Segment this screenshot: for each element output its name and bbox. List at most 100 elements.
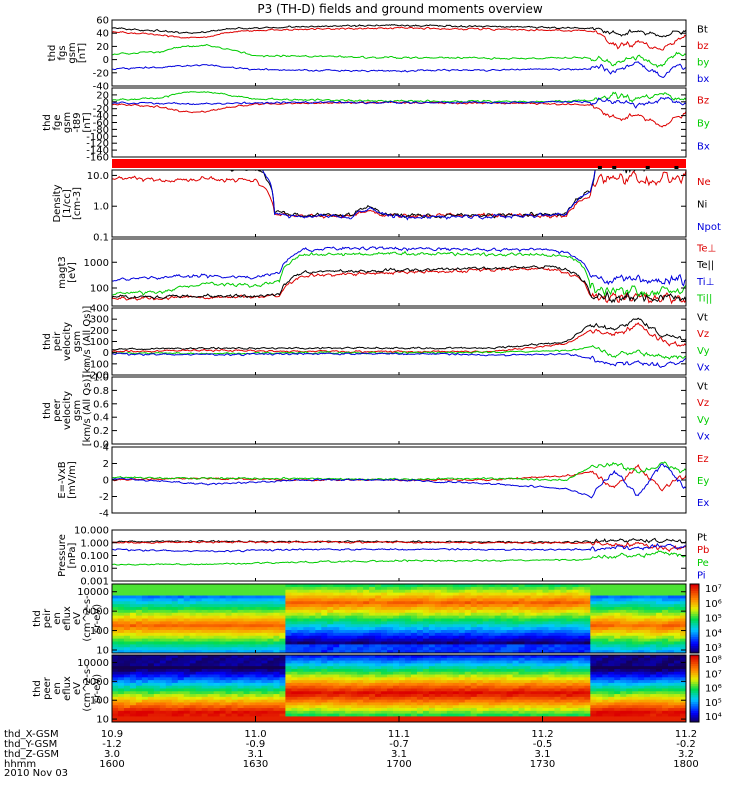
spectrogram-cell <box>500 598 508 602</box>
spectrogram-cell <box>512 660 519 664</box>
spectrogram-cell <box>662 696 669 701</box>
spectrogram-cell <box>590 677 597 681</box>
spectrogram-cell <box>566 691 573 695</box>
spectrogram-cell <box>452 598 460 602</box>
spectrogram-cell <box>375 584 382 588</box>
spectrogram-cell <box>434 708 442 712</box>
spectrogram-cell <box>201 612 209 617</box>
spectrogram-cell <box>387 680 394 684</box>
spectrogram-cell <box>578 586 585 591</box>
spectrogram-cell <box>375 601 382 605</box>
spectrogram-cell <box>357 624 364 628</box>
spectrogram-cell <box>237 632 244 637</box>
spectrogram-cell <box>285 589 292 594</box>
spectrogram-cell <box>446 660 454 664</box>
spectrogram-cell <box>177 657 185 661</box>
spectrogram-cell <box>351 630 358 634</box>
spectrogram-cell <box>578 589 585 594</box>
spectrogram-cell <box>261 586 268 591</box>
legend-vx: Vx <box>697 363 710 374</box>
spectrogram-cell <box>219 604 227 608</box>
spectrogram-cell <box>590 630 597 634</box>
spectrogram-cell <box>261 641 268 645</box>
flag-bar <box>112 159 686 168</box>
spectrogram-cell <box>381 615 388 619</box>
spectrogram-cell <box>602 612 609 617</box>
spectrogram-cell <box>638 632 645 637</box>
spectrogram-cell <box>225 615 232 619</box>
spectrogram-cell <box>177 584 185 588</box>
spectrogram-cell <box>159 671 167 675</box>
spectrogram-cell <box>255 668 262 673</box>
spectrogram-cell <box>153 710 161 715</box>
spectrogram-cell <box>345 705 352 709</box>
spectrogram-cell <box>554 621 561 625</box>
spectrogram-cell <box>387 604 394 608</box>
spectrogram-cell <box>488 584 496 588</box>
colorbar-band <box>690 611 699 615</box>
spectrogram-cell <box>123 647 131 651</box>
spectrogram-cell <box>165 584 173 588</box>
spectrogram-cell <box>638 641 645 645</box>
spectrogram-cell <box>189 624 197 628</box>
spectrogram-cell <box>339 624 346 628</box>
spectrogram-cell <box>590 685 597 689</box>
spectrogram-cell <box>626 680 633 684</box>
spectrogram-cell <box>542 601 549 605</box>
spectrogram-cell <box>183 660 191 664</box>
spectrogram-cell <box>345 598 352 602</box>
spectrogram-cell <box>608 618 615 622</box>
spectrogram-cell <box>153 719 161 723</box>
spectrogram-cell <box>584 592 591 596</box>
spectrogram-cell <box>668 650 675 654</box>
spectrogram-cell <box>363 650 370 654</box>
spectrogram-cell <box>518 708 525 712</box>
spectrogram-cell <box>231 691 238 695</box>
spectrogram-cell <box>363 694 370 698</box>
colorbar-band <box>690 663 699 667</box>
spectrogram-cell <box>632 668 639 673</box>
spectrogram-cell <box>171 598 179 602</box>
spectrogram-cell <box>141 601 149 605</box>
spectrogram-cell <box>452 650 460 654</box>
spectrogram-cell <box>267 719 274 723</box>
spectrogram-cell <box>614 595 621 599</box>
spectrogram-cell <box>255 630 262 634</box>
spectrogram-cell <box>572 589 579 594</box>
spectrogram-cell <box>135 632 143 637</box>
spectrogram-cell <box>297 702 304 706</box>
spectrogram-cell <box>189 604 197 608</box>
spectrogram-cell <box>506 713 514 717</box>
spectrogram-cell <box>141 699 149 703</box>
spectrogram-cell <box>470 666 478 670</box>
colorbar-band <box>690 677 699 681</box>
spectrogram-cell <box>399 641 406 645</box>
spectrogram-cell <box>644 595 651 599</box>
spectrogram-cell <box>249 595 256 599</box>
spectrogram-cell <box>428 666 436 670</box>
spectrogram-cell <box>560 660 567 664</box>
spectrogram-cell <box>285 719 292 723</box>
spectrogram-cell <box>243 635 250 640</box>
spectrogram-cell <box>680 674 687 678</box>
spectrogram-cell <box>267 655 274 659</box>
spectrogram-cell <box>620 663 627 667</box>
spectrogram-cell <box>494 615 502 619</box>
spectrogram-cell <box>147 584 155 588</box>
spectrogram-cell <box>518 699 525 703</box>
spectrogram-cell <box>279 647 286 651</box>
spectrogram-cell <box>530 630 537 634</box>
spectrogram-cell <box>410 635 418 640</box>
spectrogram-cell <box>141 604 149 608</box>
spectrogram-cell <box>470 612 478 617</box>
spectrogram-cell <box>285 604 292 608</box>
spectrogram-cell <box>512 635 519 640</box>
spectrogram-cell <box>171 674 179 678</box>
spectrogram-cell <box>135 604 143 608</box>
spectrogram-cell <box>339 618 346 622</box>
spectrogram-cell <box>123 716 131 720</box>
spectrogram-cell <box>590 635 597 640</box>
spectrogram-cell <box>255 638 262 642</box>
spectrogram-cell <box>440 641 448 645</box>
spectrogram-cell <box>578 584 585 588</box>
